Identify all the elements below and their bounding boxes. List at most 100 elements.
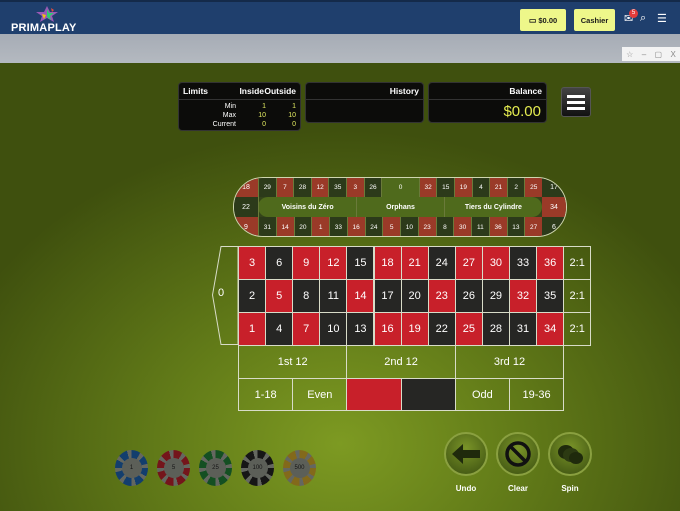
racetrack-number[interactable]: 24 (364, 217, 383, 236)
cashier-button[interactable]: Cashier (574, 9, 615, 31)
racetrack-number[interactable]: 1 (311, 217, 329, 236)
number-cell[interactable]: 23 (427, 279, 456, 313)
racetrack-number[interactable]: 25 (524, 178, 543, 197)
racetrack-number[interactable]: 11 (471, 217, 489, 236)
number-cell[interactable]: 14 (346, 279, 375, 313)
column-bet[interactable]: 2:1 (563, 246, 592, 280)
racetrack-zero[interactable]: 0 (381, 178, 419, 197)
racetrack-number[interactable]: 3 (346, 178, 364, 197)
black-bet[interactable] (400, 378, 456, 411)
number-cell[interactable]: 28 (481, 312, 510, 346)
number-cell[interactable]: 36 (536, 246, 565, 280)
zero-cell[interactable] (212, 246, 239, 345)
number-cell[interactable]: 30 (481, 246, 510, 280)
number-cell[interactable]: 20 (400, 279, 429, 313)
racetrack-number[interactable]: 12 (310, 178, 329, 197)
racetrack-number[interactable]: 30 (453, 217, 471, 236)
number-cell[interactable]: 2 (238, 279, 267, 313)
racetrack-number[interactable]: 22 (234, 197, 258, 217)
racetrack-number[interactable]: 33 (329, 217, 347, 236)
number-cell[interactable]: 12 (319, 246, 348, 280)
column-bet[interactable]: 2:1 (563, 279, 592, 313)
game-menu-button[interactable] (561, 87, 591, 117)
number-cell[interactable]: 18 (373, 246, 402, 280)
number-cell[interactable]: 17 (373, 279, 402, 313)
number-cell[interactable]: 8 (292, 279, 321, 313)
number-cell[interactable]: 29 (481, 279, 510, 313)
maximize-icon[interactable]: ▢ (654, 49, 663, 59)
favorite-icon[interactable]: ☆ (626, 49, 634, 59)
close-icon[interactable]: X (670, 49, 676, 59)
racetrack-number[interactable]: 13 (506, 217, 525, 236)
racetrack-number[interactable]: 32 (418, 178, 437, 197)
number-cell[interactable]: 32 (509, 279, 538, 313)
number-cell[interactable]: 27 (454, 246, 483, 280)
racetrack-number[interactable]: 8 (435, 217, 454, 236)
number-cell[interactable]: 4 (265, 312, 294, 346)
odd-bet[interactable]: Odd (454, 378, 510, 411)
dozen-bet[interactable]: 1st 12 (238, 345, 348, 379)
number-cell[interactable]: 10 (319, 312, 348, 346)
number-cell[interactable]: 7 (292, 312, 321, 346)
even-bet[interactable]: Even (292, 378, 348, 411)
number-cell[interactable]: 34 (536, 312, 565, 346)
notifications-icon[interactable]: ✉ (624, 13, 634, 25)
racetrack-number[interactable]: 7 (275, 178, 294, 197)
number-cell[interactable]: 11 (319, 279, 348, 313)
chip-500[interactable]: 500 (283, 450, 316, 486)
number-cell[interactable]: 16 (373, 312, 402, 346)
racetrack-number[interactable]: 20 (293, 217, 312, 236)
racetrack-number[interactable]: 5 (382, 217, 400, 236)
racetrack-number[interactable]: 35 (328, 178, 347, 197)
racetrack-number[interactable]: 23 (417, 217, 436, 236)
search-icon[interactable]: ⌕ (640, 12, 647, 24)
number-cell[interactable]: 6 (265, 246, 294, 280)
racetrack-number[interactable]: 16 (346, 217, 365, 236)
number-cell[interactable]: 25 (454, 312, 483, 346)
racetrack-number[interactable]: 31 (258, 217, 276, 236)
racetrack-number[interactable]: 28 (293, 178, 311, 197)
number-cell[interactable]: 13 (346, 312, 375, 346)
number-cell[interactable]: 33 (509, 246, 538, 280)
dozen-bet[interactable]: 2nd 12 (346, 345, 456, 379)
number-cell[interactable]: 22 (427, 312, 456, 346)
racetrack-number[interactable]: 17 (542, 178, 566, 197)
tiers-du-cylindre-bet[interactable]: Tiers du Cylindre (443, 197, 542, 217)
racetrack-number[interactable]: 19 (454, 178, 472, 197)
racetrack-number[interactable]: 27 (524, 217, 542, 236)
racetrack-number[interactable]: 4 (471, 178, 490, 197)
racetrack-number[interactable]: 15 (436, 178, 455, 197)
racetrack-number[interactable]: 2 (506, 178, 525, 197)
red-bet[interactable] (346, 378, 402, 411)
dozen-bet[interactable]: 3rd 12 (454, 345, 565, 379)
low-bet[interactable]: 1-18 (238, 378, 294, 411)
number-cell[interactable]: 15 (346, 246, 375, 280)
column-bet[interactable]: 2:1 (563, 312, 592, 346)
spin-button[interactable] (548, 432, 592, 476)
number-cell[interactable]: 1 (238, 312, 267, 346)
racetrack-number[interactable]: 21 (489, 178, 507, 197)
chip-5[interactable]: 5 (157, 450, 190, 486)
number-cell[interactable]: 21 (400, 246, 429, 280)
racetrack-number[interactable]: 36 (488, 217, 507, 236)
clear-button[interactable] (496, 432, 540, 476)
number-cell[interactable]: 31 (509, 312, 538, 346)
primaplay-logo[interactable]: PRIMAPLAY (10, 6, 80, 34)
chip-1[interactable]: 1 (115, 450, 148, 486)
hamburger-menu-icon[interactable]: ☰ (657, 13, 667, 25)
number-cell[interactable]: 5 (265, 279, 294, 313)
number-cell[interactable]: 3 (238, 246, 267, 280)
racetrack-number[interactable]: 6 (542, 217, 566, 236)
racetrack-number[interactable]: 10 (400, 217, 418, 236)
undo-button[interactable] (444, 432, 488, 476)
racetrack-number[interactable]: 18 (234, 178, 258, 197)
number-cell[interactable]: 24 (427, 246, 456, 280)
orphans-bet[interactable]: Orphans (356, 197, 443, 217)
racetrack-number[interactable]: 9 (234, 217, 258, 236)
chip-100[interactable]: 100 (241, 450, 274, 486)
racetrack-number[interactable]: 26 (363, 178, 382, 197)
number-cell[interactable]: 26 (454, 279, 483, 313)
minimize-icon[interactable]: – (641, 49, 647, 59)
number-cell[interactable]: 19 (400, 312, 429, 346)
high-bet[interactable]: 19-36 (509, 378, 565, 411)
